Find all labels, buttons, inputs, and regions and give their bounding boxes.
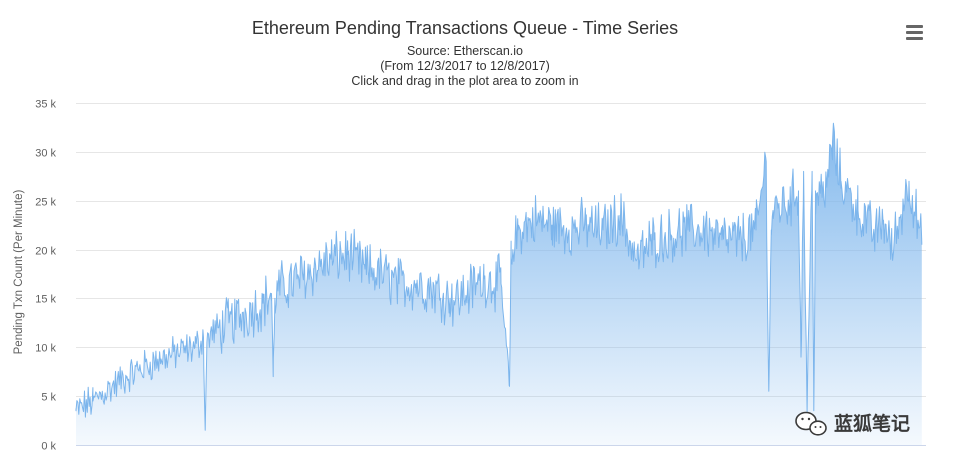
- y-tick-label: 10 k: [35, 343, 56, 355]
- chart-subtitle-hint: Click and drag in the plot area to zoom …: [351, 74, 578, 88]
- y-tick-label: 15 k: [35, 294, 56, 306]
- watermark-text: 蓝狐笔记: [834, 412, 910, 435]
- y-tick-label: 30 k: [35, 148, 56, 160]
- y-tick-label: 20 k: [35, 246, 56, 258]
- series-area: [76, 123, 922, 445]
- y-tick-label: 0 k: [41, 441, 56, 453]
- watermark: 蓝狐笔记: [795, 411, 910, 436]
- chart-context-menu-button[interactable]: [900, 20, 928, 44]
- chart-subtitle-range: (From 12/3/2017 to 12/8/2017): [380, 59, 550, 73]
- series-layer: [75, 122, 923, 445]
- y-tick-label: 25 k: [35, 197, 56, 209]
- y-tick-label: 35 k: [35, 99, 56, 111]
- hamburger-menu-icon: [906, 25, 923, 40]
- series-line[interactable]: [75, 122, 923, 431]
- y-axis-title: Pending Txn Count (Per Minute): [13, 189, 25, 354]
- y-axis-ticks: 0 k 5 k 10 k 15 k 20 k 25 k 30 k 35 k: [35, 99, 56, 453]
- wechat-icon: [795, 411, 827, 436]
- y-tick-label: 5 k: [41, 392, 56, 404]
- chart-title: Ethereum Pending Transactions Queue - Ti…: [252, 18, 678, 38]
- chart-subtitle-source: Source: Etherscan.io: [407, 44, 523, 58]
